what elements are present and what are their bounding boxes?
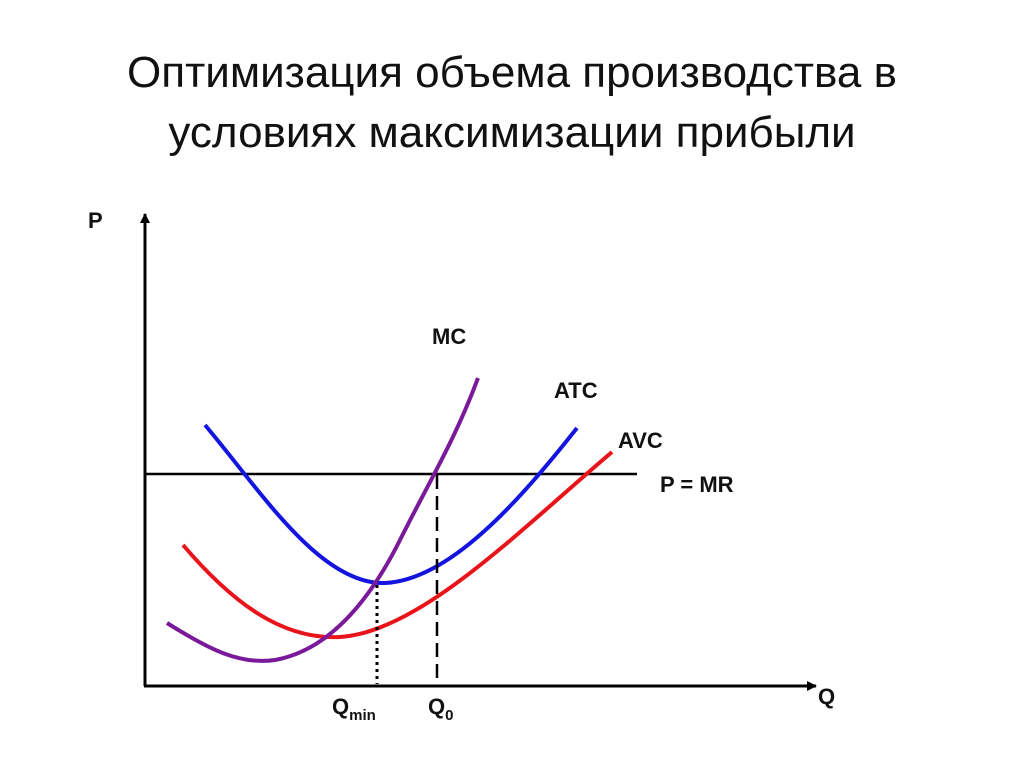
- title-line: условиях максимизации прибыли: [168, 108, 855, 157]
- mc-label: MC: [432, 324, 466, 349]
- mr-label: P = MR: [660, 472, 734, 497]
- mc-curve: [165, 377, 480, 663]
- atc-label: ATC: [554, 378, 598, 403]
- q-0-main: Q: [428, 694, 445, 719]
- q-min-main: Q: [332, 694, 349, 719]
- avc-label: AVC: [618, 428, 663, 453]
- q-min-label: Qmin: [332, 694, 376, 724]
- y-axis-label: P: [88, 208, 103, 233]
- atc-curve: [203, 423, 579, 586]
- q-0-label: Q0: [428, 694, 453, 724]
- title-line: Оптимизация объема производства в: [127, 48, 897, 97]
- q-0-sub: 0: [445, 707, 453, 724]
- avc-curve: [181, 450, 614, 640]
- q-min-sub: min: [349, 707, 376, 724]
- x-axis-label: Q: [818, 684, 835, 709]
